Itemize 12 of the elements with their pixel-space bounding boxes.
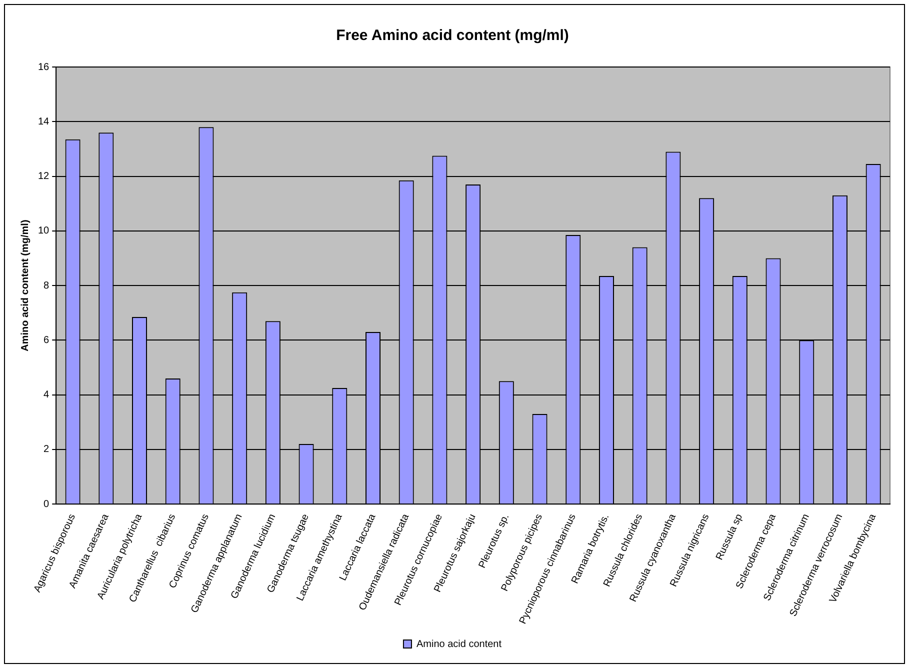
y-tick-label: 14 — [38, 116, 50, 128]
legend-label: Amino acid content — [416, 638, 502, 650]
y-tick-label: 2 — [44, 444, 50, 456]
y-tick-label: 6 — [44, 334, 50, 346]
y-tick-label: 16 — [38, 62, 50, 73]
y-tick-label: 4 — [44, 390, 50, 401]
y-tick-label: 12 — [38, 171, 50, 182]
y-axis-title: Amino acid content (mg/ml) — [20, 220, 31, 352]
y-tick-label: 10 — [38, 226, 50, 237]
y-tick-label: 0 — [44, 498, 50, 510]
y-tick-label: 8 — [44, 280, 50, 292]
chart-title: Free Amino acid content (mg/ml) — [336, 27, 569, 44]
